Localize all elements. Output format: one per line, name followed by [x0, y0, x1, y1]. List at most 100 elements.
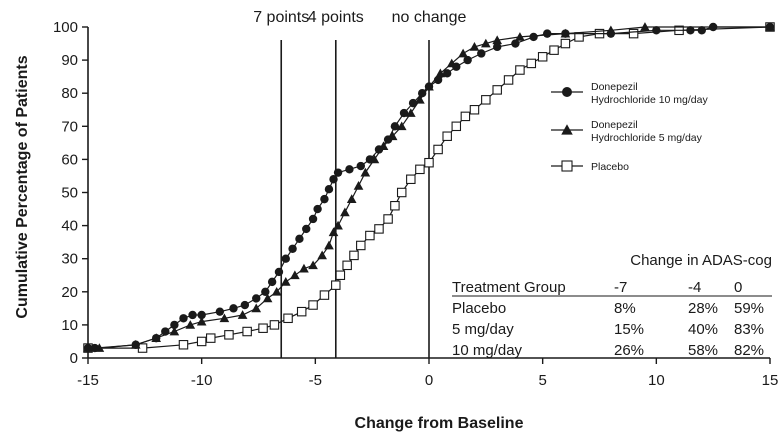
- data-point: [561, 160, 573, 172]
- data-point: [320, 194, 329, 204]
- data-point: [319, 290, 330, 300]
- data-point: [280, 277, 291, 286]
- data-point: [313, 204, 322, 214]
- y-tick-label: 40: [61, 218, 78, 235]
- data-point: [215, 307, 225, 316]
- data-point: [463, 55, 472, 65]
- series-layer: [83, 22, 775, 353]
- data-point: [299, 263, 309, 273]
- data-point: [242, 326, 252, 337]
- y-tick-label: 60: [61, 151, 78, 168]
- data-point: [560, 38, 571, 49]
- data-point: [179, 314, 188, 323]
- table-header: 0: [734, 279, 742, 296]
- legend-label: Donepezil: [591, 119, 638, 131]
- data-point: [169, 326, 180, 336]
- data-point: [196, 336, 207, 347]
- data-point: [237, 310, 248, 319]
- data-point: [492, 85, 502, 95]
- data-point: [405, 108, 416, 117]
- reference-line-label: no change: [392, 9, 467, 26]
- data-point: [229, 304, 238, 313]
- data-point: [399, 108, 409, 118]
- x-tick-label: 10: [648, 372, 665, 389]
- data-point: [360, 167, 371, 177]
- data-point: [529, 32, 538, 42]
- data-point: [178, 340, 189, 350]
- data-point: [451, 121, 462, 132]
- data-point: [240, 300, 250, 310]
- data-point: [252, 294, 261, 303]
- table-header: -7: [614, 279, 627, 296]
- reference-line-label: 4 points: [308, 9, 364, 26]
- legend-label: Hydrochloride 5 mg/day: [591, 132, 703, 144]
- data-point: [549, 45, 559, 55]
- data-point: [606, 29, 616, 38]
- data-point: [374, 145, 384, 154]
- data-point: [406, 174, 416, 185]
- data-point: [185, 320, 196, 329]
- data-point: [328, 227, 339, 237]
- data-point: [269, 320, 280, 330]
- table-header: -4: [688, 279, 701, 296]
- data-point: [290, 270, 300, 280]
- data-point: [317, 250, 327, 260]
- y-tick-label: 30: [61, 251, 78, 268]
- data-point: [206, 333, 216, 343]
- x-axis-title: Change from Baseline: [355, 415, 524, 432]
- data-point: [469, 42, 480, 51]
- data-point: [458, 48, 468, 58]
- adas-cog-table: Change in ADAS-cog Treatment Group -7 -4 0 Pl…: [452, 252, 772, 359]
- data-point: [267, 277, 277, 287]
- x-tick-label: -10: [191, 372, 213, 389]
- series-0: [83, 22, 775, 353]
- data-point: [503, 75, 514, 85]
- x-tick-label: 15: [762, 372, 779, 389]
- y-tick-label: 0: [70, 350, 78, 367]
- data-point: [481, 38, 491, 48]
- table-cell: 26%: [614, 342, 644, 359]
- data-point: [333, 168, 343, 177]
- data-point: [219, 313, 230, 323]
- data-point: [515, 65, 525, 75]
- data-point: [324, 184, 334, 194]
- data-point: [415, 164, 425, 175]
- data-point: [417, 89, 427, 98]
- data-point: [261, 287, 270, 296]
- data-point: [308, 214, 318, 224]
- data-point: [283, 313, 293, 324]
- data-point: [442, 69, 452, 78]
- data-point: [197, 310, 206, 320]
- data-point: [526, 58, 537, 69]
- data-point: [481, 95, 491, 105]
- table-cell: 83%: [734, 321, 764, 338]
- data-point: [333, 220, 343, 230]
- data-point: [365, 155, 375, 164]
- data-point: [342, 260, 352, 271]
- data-point: [262, 293, 273, 303]
- table-cell: 59%: [734, 300, 764, 317]
- table-cell: 58%: [688, 342, 718, 359]
- data-point: [460, 111, 471, 122]
- data-point: [442, 131, 452, 141]
- data-point: [170, 320, 179, 330]
- data-point: [161, 327, 170, 336]
- x-tick-label: 5: [538, 372, 546, 389]
- series-line: [88, 26, 770, 349]
- data-point: [224, 330, 234, 340]
- data-point: [469, 105, 480, 115]
- data-point: [340, 207, 350, 217]
- x-tick-label: -15: [77, 372, 99, 389]
- data-point: [295, 234, 304, 244]
- data-point: [433, 75, 443, 85]
- legend-item: Placebo: [551, 160, 629, 173]
- data-point: [302, 224, 311, 234]
- data-point: [271, 286, 282, 296]
- data-point: [686, 26, 695, 35]
- table-cell: 10 mg/day: [452, 342, 523, 359]
- data-point: [640, 22, 650, 31]
